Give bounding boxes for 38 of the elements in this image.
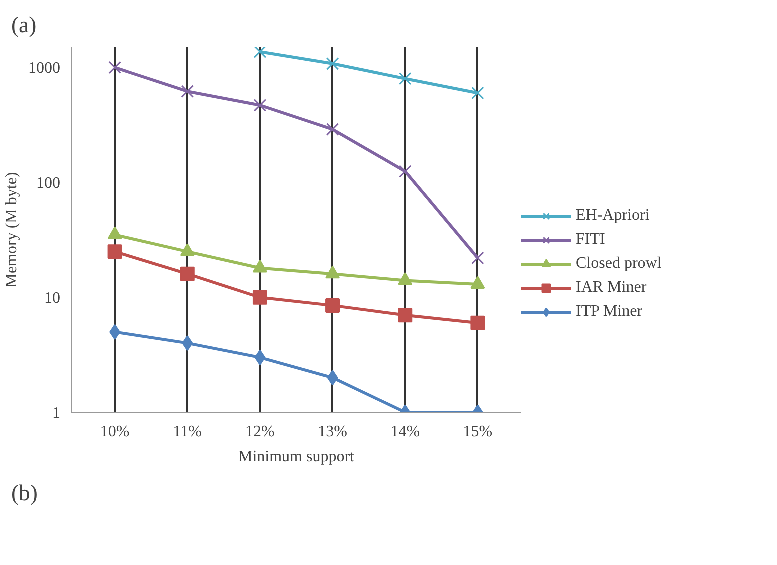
x-tick-label: 12% xyxy=(246,424,275,440)
y-tick-label: 1 xyxy=(52,405,60,422)
point xyxy=(398,308,413,323)
point xyxy=(327,370,338,386)
point xyxy=(181,85,194,98)
point xyxy=(252,290,268,305)
y-axis-title: Memory (M byte) xyxy=(4,172,20,288)
y-tick-label: 10 xyxy=(44,290,60,308)
point xyxy=(398,165,412,178)
legend-label: FITI xyxy=(576,231,606,249)
x-axis-title: Minimum support xyxy=(238,448,356,466)
text: (b) xyxy=(12,480,38,506)
point xyxy=(398,72,412,86)
point xyxy=(326,298,340,313)
point xyxy=(180,266,195,282)
point xyxy=(108,244,122,260)
x-tick-label: 11% xyxy=(173,424,202,440)
point xyxy=(472,86,484,100)
x-tick-label: 13% xyxy=(318,424,348,440)
x-tick-label: 14% xyxy=(390,424,420,440)
point xyxy=(108,61,122,74)
legend-label: IAR Miner xyxy=(576,279,647,297)
point xyxy=(326,57,340,70)
y-tick-label: 100 xyxy=(36,175,60,192)
text: (a) xyxy=(12,12,37,38)
point xyxy=(472,252,484,265)
point xyxy=(326,123,340,136)
point xyxy=(254,48,267,58)
legend-label: EH-Apriori xyxy=(576,207,650,225)
point xyxy=(470,316,486,330)
point xyxy=(254,350,266,366)
x-tick-label: 15% xyxy=(463,424,493,440)
legend-label: Closed prowl xyxy=(576,255,662,273)
x-tick-label: 10% xyxy=(100,424,130,440)
point xyxy=(254,99,267,112)
y-tick-label: 1000 xyxy=(28,60,60,78)
point xyxy=(182,336,194,352)
legend-label: ITP Miner xyxy=(576,303,643,321)
